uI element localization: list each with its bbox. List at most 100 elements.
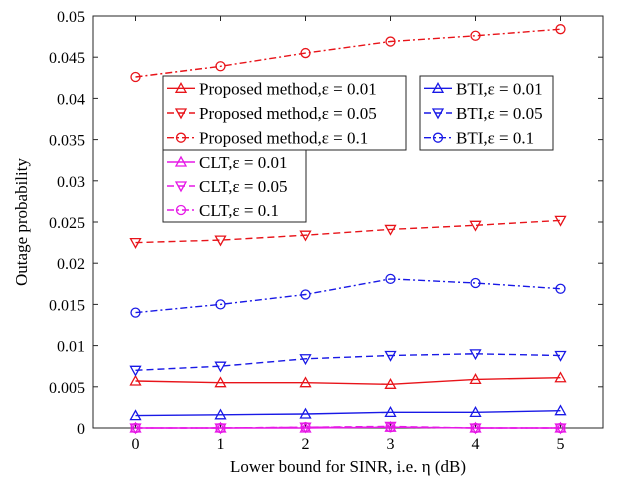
legend-3: CLT,ε = 0.01 CLT,ε = 0.05 CLT,ε = 0.1 bbox=[162, 149, 307, 223]
legend-item-clt-0-05: CLT,ε = 0.05 bbox=[167, 177, 288, 196]
y-tick-label: 0.01 bbox=[57, 339, 85, 356]
legend-item-proposed-method-0-05: Proposed method,ε = 0.05 bbox=[167, 104, 377, 123]
legend-item-bti-0-1: BTI,ε = 0.1 bbox=[424, 129, 534, 148]
legend-layer: Proposed method,ε = 0.01 Proposed method,… bbox=[162, 75, 554, 223]
series-line bbox=[135, 426, 561, 429]
data-point bbox=[555, 283, 566, 294]
x-tick-label: 5 bbox=[557, 436, 565, 453]
data-point bbox=[555, 422, 566, 434]
data-point bbox=[384, 350, 397, 362]
data-point bbox=[129, 374, 142, 386]
legend-swatch-marker bbox=[175, 132, 187, 143]
series-proposed-method-0-01 bbox=[129, 371, 567, 389]
series-clt-0-1 bbox=[130, 422, 566, 434]
legend-item-proposed-method-0-01: Proposed method,ε = 0.01 bbox=[167, 79, 377, 98]
data-point bbox=[130, 307, 141, 318]
data-point bbox=[300, 47, 311, 59]
x-tick-label: 0 bbox=[132, 436, 140, 453]
data-point bbox=[299, 376, 312, 388]
legend-1: Proposed method,ε = 0.01 Proposed method,… bbox=[162, 75, 407, 151]
legend-item-bti-0-01: BTI,ε = 0.01 bbox=[424, 79, 543, 98]
data-point bbox=[129, 237, 142, 249]
x-tick-label: 4 bbox=[472, 436, 480, 453]
series-line bbox=[135, 278, 561, 314]
data-point bbox=[554, 350, 567, 362]
x-tick-label: 2 bbox=[302, 436, 310, 453]
data-point bbox=[554, 215, 567, 227]
series-bti-0-05 bbox=[129, 349, 567, 377]
series-proposed-method-0-05 bbox=[129, 215, 567, 249]
legend-label: CLT,ε = 0.01 bbox=[199, 153, 288, 172]
series-line bbox=[135, 353, 561, 371]
y-tick-label: 0.015 bbox=[49, 297, 85, 314]
data-point bbox=[299, 407, 312, 419]
y-tick-label: 0.04 bbox=[57, 91, 85, 108]
y-tick-label: 0.02 bbox=[57, 256, 85, 273]
legend-label: CLT,ε = 0.05 bbox=[199, 177, 288, 196]
legend-label: Proposed method,ε = 0.01 bbox=[199, 79, 377, 98]
legend-swatch-marker bbox=[174, 108, 188, 120]
data-point bbox=[470, 30, 481, 41]
x-tick-label: 1 bbox=[217, 436, 225, 453]
x-axis-label: Lower bound for SINR, i.e. η (dB) bbox=[230, 457, 466, 476]
series-line bbox=[135, 410, 561, 417]
series-line bbox=[135, 377, 561, 386]
legend-2: BTI,ε = 0.01 BTI,ε = 0.05 BTI,ε = 0.1 bbox=[419, 75, 554, 151]
data-point bbox=[555, 24, 566, 35]
data-point bbox=[385, 36, 396, 47]
legend-box bbox=[162, 75, 407, 151]
y-tick-label: 0 bbox=[77, 421, 85, 438]
data-point bbox=[215, 299, 226, 310]
data-point bbox=[469, 373, 482, 385]
data-point bbox=[215, 61, 226, 72]
y-tick-label: 0.03 bbox=[57, 174, 85, 191]
y-axis-label: Outage probability bbox=[12, 158, 31, 286]
data-point bbox=[470, 422, 481, 434]
data-point bbox=[130, 422, 141, 434]
legend-item-bti-0-05: BTI,ε = 0.05 bbox=[424, 104, 543, 123]
legend-swatch-marker bbox=[174, 155, 188, 167]
data-point bbox=[299, 354, 312, 366]
legend-label: BTI,ε = 0.05 bbox=[456, 104, 543, 123]
series-proposed-method-0-1 bbox=[130, 24, 566, 83]
series-line bbox=[135, 28, 561, 78]
data-point bbox=[385, 422, 396, 433]
data-point bbox=[469, 349, 482, 361]
data-point bbox=[299, 230, 312, 242]
data-point bbox=[554, 404, 567, 416]
data-point bbox=[469, 220, 482, 232]
data-point bbox=[130, 71, 141, 83]
legend-swatch-marker bbox=[432, 132, 444, 143]
legend-swatch-marker bbox=[431, 108, 445, 120]
data-point bbox=[384, 224, 397, 236]
legend-swatch-marker bbox=[174, 181, 188, 193]
data-point bbox=[214, 235, 227, 247]
data-point bbox=[300, 289, 311, 300]
y-tick-label: 0.025 bbox=[49, 215, 85, 232]
legend-swatch-marker bbox=[175, 204, 187, 216]
legend-label: Proposed method,ε = 0.1 bbox=[199, 129, 368, 148]
y-tick-label: 0.045 bbox=[49, 50, 85, 67]
y-axis-ticks: 0 0.005 0.01 0.015 0.02 0.025 0.03 0.035 0.04 0.0… bbox=[49, 9, 603, 438]
legend-swatch-marker bbox=[174, 81, 188, 93]
data-point bbox=[129, 409, 142, 421]
legend-label: CLT,ε = 0.1 bbox=[199, 201, 279, 220]
data-point bbox=[214, 361, 227, 373]
legend-label: Proposed method,ε = 0.05 bbox=[199, 104, 377, 123]
series-layer bbox=[129, 24, 567, 435]
x-tick-label: 3 bbox=[387, 436, 395, 453]
data-point bbox=[300, 422, 311, 433]
legend-item-clt-0-1: CLT,ε = 0.1 bbox=[167, 201, 279, 220]
legend-swatch-marker bbox=[431, 81, 445, 93]
y-tick-label: 0.005 bbox=[49, 380, 85, 397]
data-point bbox=[384, 377, 397, 389]
series-bti-0-01 bbox=[129, 404, 567, 421]
series-line bbox=[135, 219, 561, 244]
data-point bbox=[214, 376, 227, 388]
data-point bbox=[384, 406, 397, 417]
data-point bbox=[129, 365, 142, 377]
series-bti-0-1 bbox=[130, 273, 566, 318]
data-point bbox=[385, 273, 396, 285]
data-point bbox=[214, 408, 227, 420]
